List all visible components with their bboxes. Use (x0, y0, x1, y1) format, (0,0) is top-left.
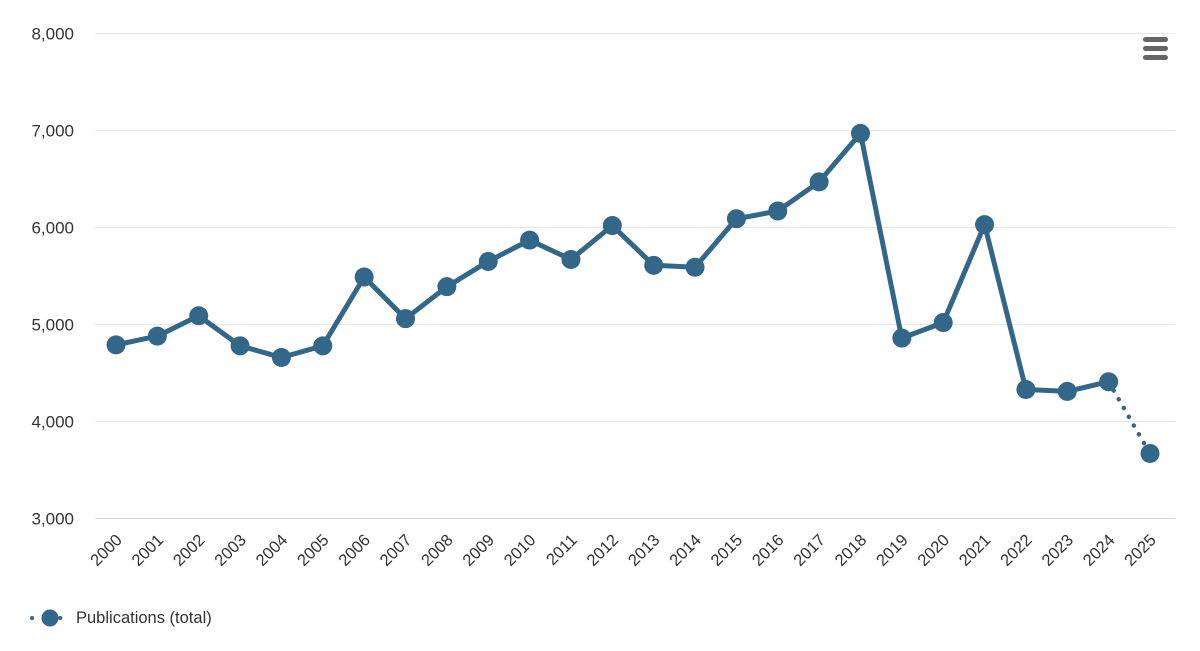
x-axis-tick-label: 2005 (294, 531, 333, 570)
chart-context-menu-button[interactable] (1141, 34, 1170, 63)
data-point-marker[interactable] (1099, 372, 1119, 392)
x-axis-tick-label: 2003 (211, 531, 250, 570)
legend: Publications (total) (30, 602, 212, 634)
data-point-marker[interactable] (644, 255, 664, 275)
x-axis-tick-label: 2022 (997, 531, 1036, 570)
x-axis-tick-label: 2006 (335, 531, 374, 570)
x-axis-tick-label: 2010 (501, 531, 540, 570)
data-point-marker[interactable] (478, 251, 498, 271)
legend-item-publications[interactable]: Publications (total) (30, 608, 212, 628)
hamburger-menu-icon (1143, 37, 1168, 42)
data-point-marker[interactable] (1140, 444, 1160, 464)
x-axis-tick-label: 2021 (956, 531, 995, 570)
legend-series-marker-icon (30, 609, 70, 627)
data-point-marker[interactable] (271, 347, 291, 367)
data-point-marker[interactable] (933, 313, 953, 333)
data-point-marker[interactable] (1016, 379, 1036, 399)
y-axis-tick-label: 3,000 (31, 509, 74, 528)
data-point-marker[interactable] (685, 257, 705, 277)
x-axis-tick-label: 2002 (170, 531, 209, 570)
data-point-marker[interactable] (354, 267, 374, 287)
data-point-marker[interactable] (1057, 381, 1077, 401)
data-point-marker[interactable] (147, 326, 167, 346)
data-point-marker[interactable] (313, 336, 333, 356)
y-axis-tick-label: 4,000 (31, 412, 74, 431)
x-axis-tick-label: 2011 (543, 531, 581, 569)
data-point-marker[interactable] (892, 328, 912, 348)
y-axis-tick-label: 7,000 (31, 121, 74, 140)
data-point-marker[interactable] (396, 309, 416, 329)
x-axis-tick-label: 2023 (1038, 531, 1077, 570)
data-point-marker[interactable] (850, 123, 870, 143)
x-axis-tick-label: 2019 (873, 531, 912, 570)
x-axis-tick-label: 2000 (87, 531, 126, 570)
series-line-projected-dotted (1106, 379, 1153, 456)
data-point-marker[interactable] (809, 172, 829, 192)
y-axis-tick-label: 5,000 (31, 315, 74, 334)
x-axis-tick-label: 2004 (253, 531, 292, 570)
data-point-marker[interactable] (602, 216, 622, 236)
hamburger-menu-icon (1143, 46, 1168, 51)
data-point-marker[interactable] (768, 201, 788, 221)
x-axis-tick-label: 2020 (914, 531, 953, 570)
data-point-marker[interactable] (561, 250, 581, 270)
y-axis-tick-label: 6,000 (31, 218, 74, 237)
x-axis-tick-label: 2013 (625, 531, 664, 570)
x-axis-tick-label: 2025 (1121, 531, 1160, 570)
x-axis-tick-label: 2012 (583, 531, 622, 570)
x-axis-tick-label: 2014 (666, 531, 705, 570)
x-axis-tick-label: 2001 (128, 531, 167, 570)
data-point-marker[interactable] (230, 336, 250, 356)
data-point-marker[interactable] (106, 335, 126, 355)
data-point-marker[interactable] (189, 306, 209, 326)
x-axis-tick-label: 2018 (832, 531, 871, 570)
x-axis-tick-label: 2007 (377, 531, 416, 570)
data-point-marker[interactable] (520, 230, 540, 250)
data-point-marker[interactable] (437, 277, 457, 297)
data-point-marker[interactable] (975, 215, 995, 235)
x-axis-tick-label: 2009 (459, 531, 498, 570)
x-axis-tick-label: 2024 (1080, 531, 1119, 570)
x-axis-tick-label: 2015 (708, 531, 747, 570)
hamburger-menu-icon (1143, 55, 1168, 60)
x-axis-tick-label: 2008 (418, 531, 457, 570)
data-point-marker[interactable] (726, 209, 746, 229)
legend-label: Publications (total) (76, 608, 212, 627)
x-axis-tick-label: 2017 (790, 531, 829, 570)
series-line (113, 130, 1112, 394)
x-axis-tick-label: 2016 (749, 531, 788, 570)
y-axis-tick-label: 8,000 (31, 24, 74, 43)
